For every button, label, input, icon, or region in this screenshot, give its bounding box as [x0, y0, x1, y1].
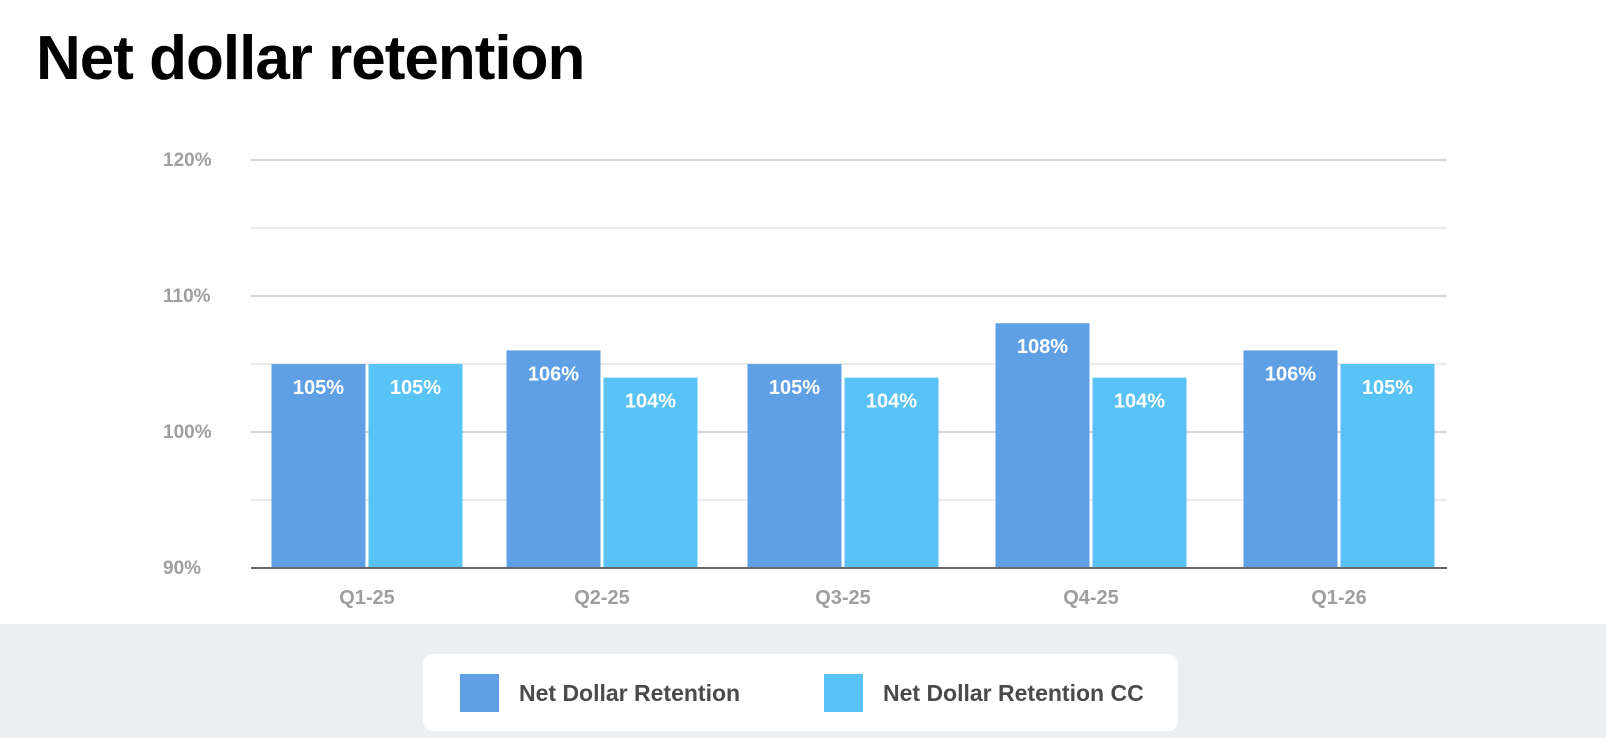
y-tick-label: 90% [163, 558, 201, 579]
y-axis: 90% 100% 110% 120% [163, 150, 212, 579]
bar-value-label: 104% [1114, 391, 1165, 413]
bar-ndr-cc-q3-25 [844, 377, 939, 568]
y-tick-label: 120% [163, 150, 212, 171]
bar-ndr-cc-q1-26 [1340, 364, 1435, 568]
bar-ndr-cc-q1-25 [368, 364, 463, 568]
bar-value-label: 106% [528, 363, 579, 385]
bar-value-label: 108% [1017, 336, 1068, 358]
bar-ndr-q1-26 [1243, 350, 1338, 568]
legend-swatch-ndr [460, 674, 499, 712]
chart-title: Net dollar retention [36, 24, 585, 93]
legend-item-ndr: Net Dollar Retention [460, 674, 740, 712]
x-tick-label: Q4-25 [1063, 587, 1119, 609]
bar-ndr-cc-q2-25 [603, 377, 698, 568]
legend-label-ndr: Net Dollar Retention [519, 679, 741, 706]
bar-value-label: 105% [1362, 377, 1413, 399]
y-tick-label: 110% [163, 286, 211, 307]
bar-value-label: 105% [293, 377, 344, 399]
legend: Net Dollar Retention Net Dollar Retentio… [423, 654, 1178, 731]
x-tick-label: Q1-25 [339, 587, 395, 609]
bar-value-label: 104% [866, 391, 917, 413]
legend-label-ndr-cc: Net Dollar Retention CC [883, 679, 1144, 706]
bar-value-label: 104% [625, 391, 676, 413]
x-axis: Q1-25 Q2-25 Q3-25 Q4-25 Q1-26 [251, 567, 1447, 609]
legend-band: Net Dollar Retention Net Dollar Retentio… [0, 624, 1606, 738]
bar-value-label: 105% [769, 377, 820, 399]
x-tick-label: Q2-25 [574, 587, 630, 609]
bar-ndr-q2-25 [506, 350, 601, 568]
bar-ndr-q3-25 [747, 364, 842, 568]
bar-value-label: 105% [390, 377, 441, 399]
bar-chart: 90%100%110%120% 105%106%105%108%106%105%… [163, 150, 1447, 609]
bar-ndr-q4-25 [995, 323, 1090, 568]
bar-ndr-cc-q4-25 [1092, 377, 1187, 568]
bar-ndr-q1-25 [271, 364, 366, 568]
bars: 105% 106% 105% 108% 106% 105% 104% 104% 104% 105% [271, 323, 1435, 568]
legend-swatch-ndr-cc [824, 674, 863, 712]
x-tick-label: Q3-25 [815, 587, 871, 609]
legend-item-ndr-cc: Net Dollar Retention CC [824, 674, 1144, 712]
x-tick-label: Q1-26 [1311, 587, 1367, 609]
bar-value-label: 106% [1265, 363, 1316, 385]
y-tick-label: 100% [163, 422, 212, 443]
